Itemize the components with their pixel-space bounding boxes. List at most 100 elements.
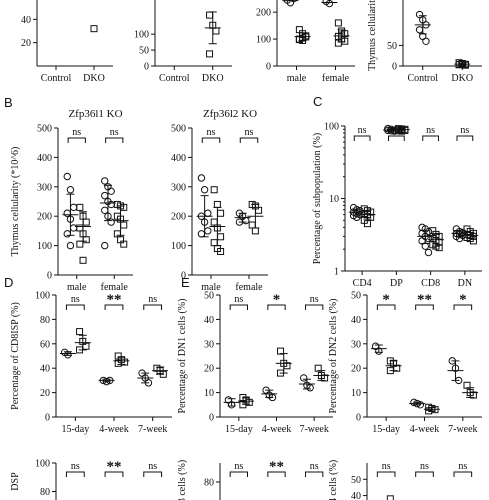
significance-bracket [453,304,473,310]
data-point-square [76,328,84,336]
y-tick-label: 400 [37,153,52,164]
data-point-square [435,244,443,252]
data-point-square [363,220,371,228]
data-point-square [210,218,218,226]
y-tick-label: 200 [256,8,271,19]
data-point-square [469,237,477,245]
y-tick-label: 40 [40,364,50,375]
data-point-circle [415,10,424,19]
data-point-circle [107,218,115,226]
data-point-square [217,247,225,255]
y-axis-label: 3 cells (%) [177,460,188,500]
data-point-circle [66,186,75,194]
significance-bracket [305,304,324,310]
chart-E2: 50 40 30 20 10 0 15-day 4-week 7-week Percentage … [328,291,482,435]
y-tick-label: 40 [204,315,214,326]
data-point-circle [63,230,71,238]
data-point-square [334,39,342,47]
data-point-square [386,495,394,500]
data-point-circle [66,241,75,250]
data-point-square [113,230,121,238]
significance-bracket [104,304,124,310]
data-point-circle [101,241,109,250]
y-tick-label: 10 [204,388,214,399]
significance-label: ns [426,125,435,136]
data-point-square [217,209,225,217]
y-tick-label: 1 [334,267,339,278]
significance-label: ns [71,461,80,472]
x-tick-label: DKO [202,73,224,84]
y-tick-label: 30 [204,339,214,350]
data-point-square [314,364,322,372]
chart-E1: 50 40 30 20 10 0 15-day 4-week 7-week Percentage … [177,291,333,435]
significance-label: ns [71,294,80,305]
significance-bracket [415,471,434,477]
data-point-square [210,239,218,247]
x-tick-label: CD8 [421,278,440,289]
data-point-circle [107,187,115,195]
panel-letter: B [4,95,13,110]
y-tick-label: 40 [351,315,361,326]
data-point-circle [204,209,212,217]
data-point-circle [300,374,308,382]
significance-bracket [456,135,474,141]
significance-label: ns [358,125,367,136]
y-tick-label: 40 [351,491,361,500]
significance-bracket [305,471,324,477]
data-point-square [82,236,90,244]
y-tick-label: 80 [40,315,50,326]
data-point-circle [242,216,250,225]
y-tick-label: 80 [204,478,214,489]
data-point-circle [101,191,109,200]
data-point-circle [200,186,209,194]
data-point-square [76,224,84,232]
y-tick-label: 50 [351,291,361,302]
x-tick-label: 4-week [262,424,291,435]
significance-bracket [143,304,163,310]
data-point-circle [69,224,78,232]
x-tick-label: 15-day [61,424,89,435]
y-tick-label: 0 [266,62,271,73]
significance-label: ns [234,461,243,472]
panel-letter: D [4,275,13,290]
significance-label: ns [245,127,254,138]
chart-E3: 80 3 cells (%) ns ** ns [177,459,324,500]
y-tick-label: 10 [329,194,339,205]
significance-bracket [422,135,440,141]
y-tick-label: 100 [256,35,271,46]
x-tick-label: 7-week [138,424,167,435]
y-tick-label: 20 [40,388,50,399]
y-tick-label: 0 [144,62,149,73]
significance-label: ** [107,459,122,475]
data-point-square [206,11,214,19]
x-tick-label: female [235,282,263,293]
y-tick-label: 20 [351,364,361,375]
data-point-square [277,347,285,355]
y-tick-label: 0 [45,413,50,424]
significance-bracket [229,304,248,310]
y-tick-label: 100 [134,30,149,41]
x-tick-label: CD4 [353,278,372,289]
data-point-square [206,50,214,58]
data-point-square [217,233,225,241]
data-point-square [76,203,84,211]
x-tick-label: 7-week [299,424,328,435]
significance-bracket [267,471,286,477]
data-point-square [120,240,128,248]
y-tick-label: 100 [37,241,52,252]
significance-label: * [382,292,390,308]
data-point-circle [325,0,334,8]
y-axis-label: Percentage of subpopulation (%) [312,133,323,264]
data-point-circle [101,177,109,185]
data-point-circle [415,26,424,34]
y-tick-label: 0 [209,413,214,424]
chart-row1-b: 100 50 0 Control DKO [134,0,232,84]
x-tick-label: 4-week [99,424,128,435]
significance-bracket [65,471,85,477]
data-point-circle [422,37,430,45]
chart-title: Zfp36l2 KO [203,108,257,120]
data-point-square [212,27,220,35]
significance-bracket [104,471,124,477]
y-tick-label: 0 [47,271,52,282]
y-tick-label: 500 [171,124,186,135]
